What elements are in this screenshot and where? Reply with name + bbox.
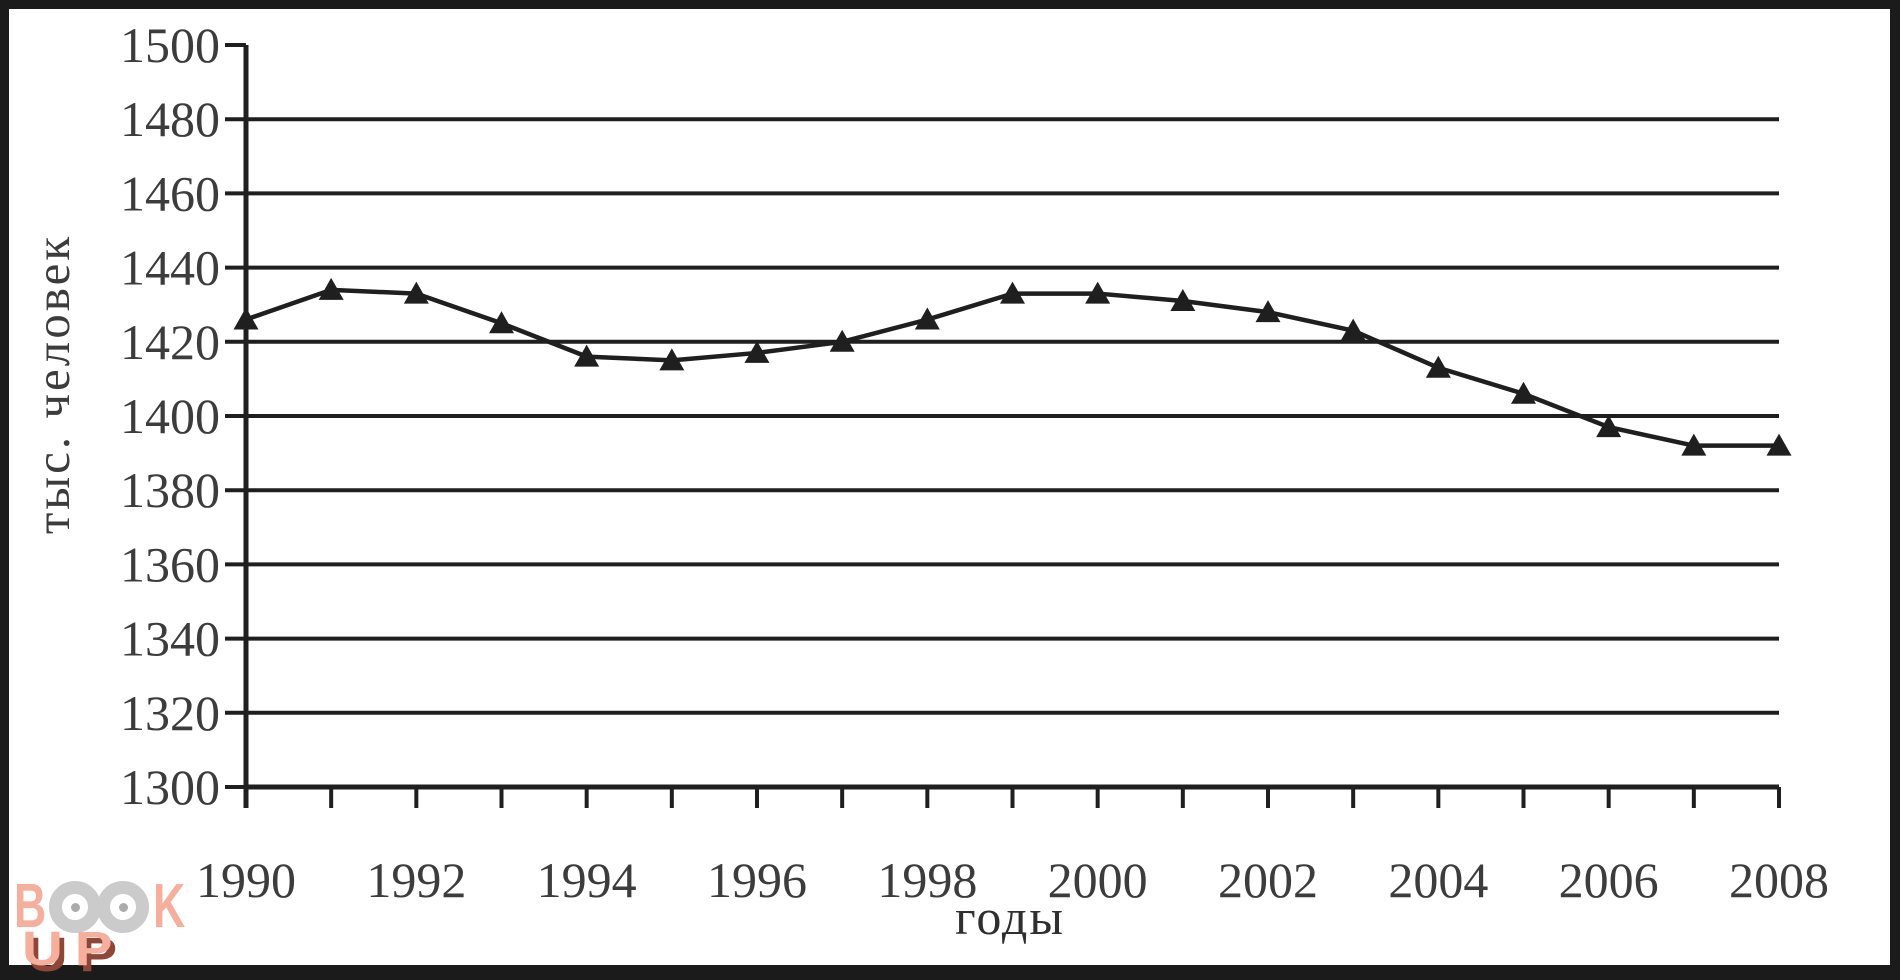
x-tick-label: 2006 bbox=[1559, 852, 1659, 908]
x-tick-label: 1996 bbox=[707, 852, 807, 908]
watermark-o-circle-icon bbox=[48, 881, 101, 933]
data-point-marker bbox=[1766, 433, 1792, 456]
y-tick-label: 1400 bbox=[120, 388, 220, 444]
data-point-marker bbox=[1000, 281, 1025, 304]
x-tick-label: 2008 bbox=[1729, 852, 1829, 908]
x-tick-label: 2004 bbox=[1388, 852, 1488, 908]
data-point-marker bbox=[829, 329, 855, 352]
x-tick-label: 1994 bbox=[537, 852, 637, 908]
data-point-marker bbox=[1255, 300, 1281, 323]
data-point-marker bbox=[1340, 318, 1366, 341]
data-point-marker bbox=[659, 348, 685, 371]
x-tick-label: 1992 bbox=[366, 852, 466, 908]
x-tick-label: 2002 bbox=[1218, 852, 1318, 908]
x-tick-label: 1990 bbox=[196, 852, 296, 908]
watermark-o-dot-icon bbox=[118, 903, 128, 912]
data-point-marker bbox=[1425, 355, 1451, 378]
data-point-marker bbox=[403, 281, 429, 304]
x-axis-title: годы bbox=[955, 889, 1065, 945]
y-tick-label: 1380 bbox=[120, 462, 220, 518]
y-tick-label: 1300 bbox=[120, 759, 220, 815]
watermark-book-row: B K bbox=[8, 872, 190, 941]
y-tick-label: 1360 bbox=[120, 536, 220, 592]
data-point-marker bbox=[1681, 433, 1707, 456]
y-tick-label: 1460 bbox=[120, 165, 220, 221]
y-tick-label: 1480 bbox=[120, 91, 220, 147]
data-point-marker bbox=[744, 340, 770, 363]
data-point-marker bbox=[914, 307, 940, 330]
y-tick-label: 1320 bbox=[120, 685, 220, 741]
data-point-marker bbox=[318, 277, 344, 300]
bookup-watermark-logo: B K UP bbox=[8, 872, 190, 974]
x-tick-label: 1998 bbox=[877, 852, 977, 908]
watermark-o-dot-icon bbox=[70, 903, 80, 912]
x-tick-label: 2000 bbox=[1048, 852, 1148, 908]
data-point-marker bbox=[574, 344, 600, 367]
watermark-letter-b: B bbox=[13, 872, 46, 941]
data-series-line bbox=[245, 287, 1779, 448]
data-point-marker bbox=[489, 311, 514, 334]
y-tick-label: 1440 bbox=[120, 240, 220, 296]
watermark-letter-k: K bbox=[152, 872, 185, 941]
data-point-marker bbox=[233, 307, 259, 330]
y-tick-label: 1500 bbox=[120, 17, 220, 73]
y-axis-title: тыс. человек bbox=[25, 233, 80, 535]
data-point-marker bbox=[1596, 415, 1622, 438]
y-tick-label: 1420 bbox=[120, 314, 220, 370]
data-point-marker bbox=[1085, 281, 1111, 304]
y-tick-label: 1340 bbox=[120, 611, 220, 667]
data-point-marker bbox=[1170, 288, 1196, 311]
watermark-up-text: UP bbox=[22, 923, 125, 976]
data-point-marker bbox=[1511, 381, 1536, 404]
